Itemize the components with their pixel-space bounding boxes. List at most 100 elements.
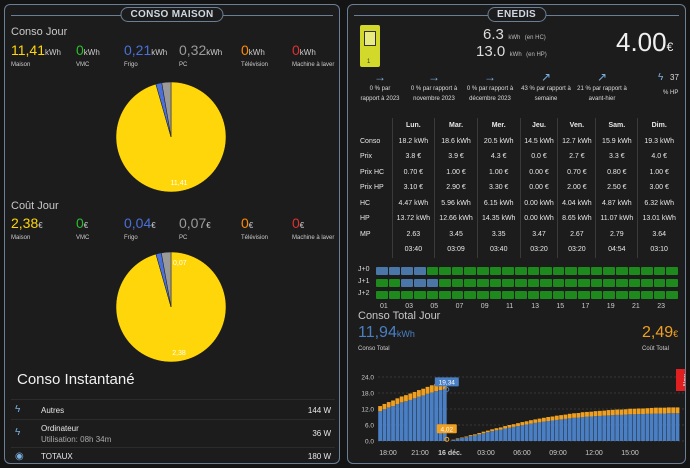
chart-bar[interactable] <box>654 407 658 414</box>
chart-bar[interactable] <box>632 408 637 415</box>
chart-bar[interactable] <box>666 407 671 414</box>
chart-bar[interactable] <box>408 393 413 400</box>
chart-bar[interactable] <box>382 403 387 410</box>
trend-indicator[interactable]: ↗ 21 % par rapport à avant-hier <box>574 71 630 104</box>
chart-bar[interactable] <box>537 418 542 423</box>
chart-bar[interactable] <box>498 429 503 441</box>
chart-bar[interactable] <box>666 413 671 441</box>
chart-bar[interactable] <box>585 416 589 441</box>
chart-bar[interactable] <box>503 426 507 429</box>
chart-bar[interactable] <box>516 423 520 427</box>
chart-bar[interactable] <box>662 407 667 414</box>
chart-bar[interactable] <box>589 416 594 441</box>
chart-bar[interactable] <box>641 408 645 415</box>
chart-bar[interactable] <box>593 416 598 441</box>
chart-bar[interactable] <box>378 411 383 441</box>
chart-bar[interactable] <box>572 413 576 418</box>
trend-indicator[interactable]: → 0 % par rapport à décembre 2023 <box>462 71 518 104</box>
chart-bar[interactable] <box>610 415 615 441</box>
chart-bar[interactable] <box>473 434 477 436</box>
chart-bar[interactable] <box>464 437 469 441</box>
chart-bar[interactable] <box>451 439 456 441</box>
chart-bar[interactable] <box>675 407 680 414</box>
chart-bar[interactable] <box>619 414 624 441</box>
trend-indicator[interactable]: → 0 % par rapport à 2023 <box>352 71 408 104</box>
chart-bar[interactable] <box>464 436 469 438</box>
chart-bar[interactable] <box>421 388 426 396</box>
chart-bar[interactable] <box>606 410 611 416</box>
chart-bar[interactable] <box>632 414 637 441</box>
chart-bar[interactable] <box>658 407 663 414</box>
chart-bar[interactable] <box>485 430 490 433</box>
chart-bar[interactable] <box>490 429 495 432</box>
chart-bar[interactable] <box>559 415 564 420</box>
chart-bar[interactable] <box>567 418 572 441</box>
chart-bar[interactable] <box>520 425 525 441</box>
chart-bar[interactable] <box>412 398 417 441</box>
chart-bar[interactable] <box>602 410 607 416</box>
chart-bar[interactable] <box>434 383 439 392</box>
chart-bar[interactable] <box>481 431 486 434</box>
chart-bar[interactable] <box>580 412 585 417</box>
pie-slice[interactable] <box>161 82 172 138</box>
chart-bar[interactable] <box>524 421 529 425</box>
chart-bar[interactable] <box>511 426 516 441</box>
chart-bar[interactable] <box>572 417 576 441</box>
chart-bar[interactable] <box>658 413 663 441</box>
chart-bar[interactable] <box>580 417 585 441</box>
chart-bar[interactable] <box>434 391 439 441</box>
chart-bar[interactable] <box>546 421 551 441</box>
chart-bar[interactable] <box>507 427 512 441</box>
conso-metric[interactable]: 0kWh Télévision <box>241 42 268 68</box>
chart-bar[interactable] <box>615 414 620 441</box>
chart-bar[interactable] <box>675 413 680 441</box>
chart-bar[interactable] <box>533 419 538 423</box>
conso-metric[interactable]: 0kWh VMC <box>76 42 100 68</box>
chart-bar[interactable] <box>473 435 477 441</box>
chart-bar[interactable] <box>511 424 516 427</box>
chart-bar[interactable] <box>623 409 628 415</box>
chart-bar[interactable] <box>529 423 533 441</box>
chart-bar[interactable] <box>382 409 387 441</box>
chart-bar[interactable] <box>425 386 430 394</box>
chart-bar[interactable] <box>537 422 542 441</box>
chart-bar[interactable] <box>615 409 620 415</box>
cout-metric[interactable]: 0€ Télévision <box>241 215 268 241</box>
chart-bar[interactable] <box>507 425 512 428</box>
chart-bar[interactable] <box>593 411 598 417</box>
chart-bar[interactable] <box>421 395 426 441</box>
chart-bar[interactable] <box>477 434 482 441</box>
chart-bar[interactable] <box>671 413 676 441</box>
cout-metric[interactable]: 2,38€ Maison <box>11 215 43 241</box>
chart-bar[interactable] <box>576 417 581 441</box>
chart-bar[interactable] <box>645 408 650 414</box>
chart-bar[interactable] <box>541 421 546 441</box>
chart-bar[interactable] <box>529 420 533 424</box>
chart-bar[interactable] <box>416 396 421 441</box>
chart-bar[interactable] <box>498 427 503 430</box>
cout-metric[interactable]: 0,07€ PC <box>179 215 211 241</box>
instant-row-ordinateur[interactable]: ϟ Ordinateur Utilisation: 08h 34m 36 W <box>11 419 335 447</box>
chart-bar[interactable] <box>404 401 408 441</box>
chart-bar[interactable] <box>546 417 551 421</box>
conso-metric[interactable]: 0,32kWh PC <box>179 42 222 68</box>
chart-bar[interactable] <box>662 413 667 441</box>
cout-metric[interactable]: 0€ VMC <box>76 215 89 241</box>
chart-bar[interactable] <box>481 433 486 441</box>
chart-bar[interactable] <box>429 385 434 393</box>
chart-bar[interactable] <box>412 391 417 399</box>
chart-bar[interactable] <box>636 408 641 415</box>
trend-indicator[interactable]: ↗ 43 % par rapport à semaine <box>518 71 574 104</box>
chart-bar[interactable] <box>645 413 650 441</box>
chart-bar[interactable] <box>598 410 602 416</box>
chart-bar[interactable] <box>567 413 572 419</box>
chart-bar[interactable] <box>395 398 400 405</box>
chart-bar[interactable] <box>391 406 395 441</box>
chart-bar[interactable] <box>378 406 383 412</box>
chart-bar[interactable] <box>455 438 460 441</box>
instant-row-totaux[interactable]: ◉ TOTAUX 180 W <box>11 447 335 463</box>
chart-bar[interactable] <box>671 407 676 414</box>
chart-bar[interactable] <box>649 407 654 414</box>
chart-bar[interactable] <box>516 426 520 441</box>
chart-bar[interactable] <box>408 399 413 441</box>
